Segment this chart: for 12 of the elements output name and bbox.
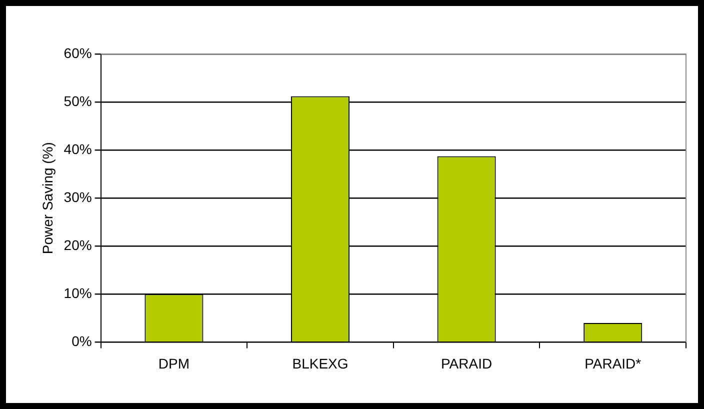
y-tick-label: 50%: [64, 92, 92, 109]
x-tick-label: PARAID*: [584, 355, 642, 372]
y-tick-label: 0%: [72, 333, 92, 350]
y-axis-title: Power Saving (%): [39, 142, 56, 254]
x-tick-label: BLKEXG: [292, 355, 348, 372]
y-tick-label: 30%: [64, 188, 92, 205]
y-tick-label: 40%: [64, 140, 92, 157]
x-tick-label: PARAID: [441, 355, 492, 372]
y-tick-label: 10%: [64, 285, 92, 302]
y-tick-label: 60%: [64, 44, 92, 61]
x-tick-label: DPM: [158, 355, 190, 372]
y-tick-label: 20%: [64, 236, 92, 253]
